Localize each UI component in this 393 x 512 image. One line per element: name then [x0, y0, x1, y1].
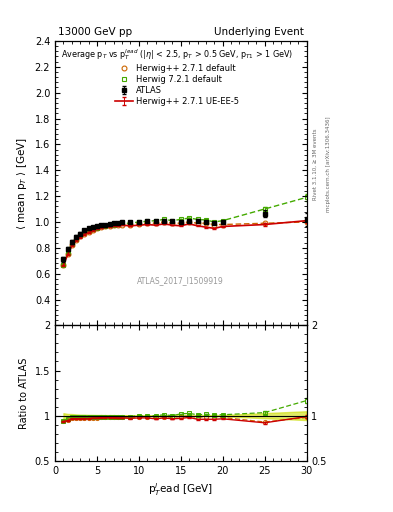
Herwig++ 2.7.1 default: [187, 219, 191, 225]
Herwig 7.2.1 default: [73, 236, 78, 242]
Herwig 7.2.1 default: [178, 216, 183, 222]
Herwig++ 2.7.1 default: [116, 222, 120, 228]
Herwig 7.2.1 default: [111, 222, 116, 228]
Line: Herwig 7.2.1 default: Herwig 7.2.1 default: [61, 195, 309, 267]
Text: ATLAS_2017_I1509919: ATLAS_2017_I1509919: [138, 275, 224, 285]
Herwig 7.2.1 default: [145, 218, 150, 224]
Herwig 7.2.1 default: [86, 227, 91, 233]
Text: mcplots.cern.ch [arXiv:1306.3436]: mcplots.cern.ch [arXiv:1306.3436]: [326, 116, 331, 211]
Y-axis label: Ratio to ATLAS: Ratio to ATLAS: [19, 357, 29, 429]
Herwig++ 2.7.1 default: [70, 242, 74, 248]
Herwig 7.2.1 default: [204, 217, 208, 223]
Herwig 7.2.1 default: [136, 219, 141, 225]
Herwig++ 2.7.1 default: [120, 222, 125, 228]
Herwig 7.2.1 default: [95, 225, 99, 231]
Herwig++ 2.7.1 default: [82, 230, 87, 237]
Herwig++ 2.7.1 default: [145, 220, 150, 226]
Herwig 7.2.1 default: [170, 218, 175, 224]
Legend: Herwig++ 2.7.1 default, Herwig 7.2.1 default, ATLAS, Herwig++ 2.7.1 UE-EE-5: Herwig++ 2.7.1 default, Herwig 7.2.1 def…: [59, 45, 295, 108]
Herwig++ 2.7.1 default: [220, 222, 225, 228]
Text: 13000 GeV pp: 13000 GeV pp: [57, 27, 132, 37]
Herwig++ 2.7.1 default: [90, 227, 95, 233]
Herwig 7.2.1 default: [195, 216, 200, 222]
Herwig++ 2.7.1 default: [61, 262, 66, 268]
Herwig 7.2.1 default: [65, 250, 70, 256]
Y-axis label: ⟨ mean p$_{T}$ ⟩ [GeV]: ⟨ mean p$_{T}$ ⟩ [GeV]: [15, 137, 29, 230]
Herwig 7.2.1 default: [304, 195, 309, 201]
Herwig++ 2.7.1 default: [170, 220, 175, 226]
Herwig++ 2.7.1 default: [304, 219, 309, 225]
Herwig++ 2.7.1 default: [136, 221, 141, 227]
Herwig 7.2.1 default: [116, 221, 120, 227]
Herwig++ 2.7.1 default: [111, 222, 116, 228]
Herwig++ 2.7.1 default: [178, 220, 183, 226]
Herwig 7.2.1 default: [212, 219, 217, 225]
Herwig 7.2.1 default: [120, 220, 125, 226]
Line: Herwig++ 2.7.1 default: Herwig++ 2.7.1 default: [61, 220, 309, 267]
X-axis label: p$_{T}^{l}$ead [GeV]: p$_{T}^{l}$ead [GeV]: [148, 481, 213, 498]
Herwig++ 2.7.1 default: [103, 223, 108, 229]
Herwig++ 2.7.1 default: [78, 233, 83, 239]
Herwig 7.2.1 default: [70, 241, 74, 247]
Herwig 7.2.1 default: [78, 232, 83, 238]
Herwig++ 2.7.1 default: [204, 220, 208, 226]
Herwig++ 2.7.1 default: [162, 219, 166, 225]
Herwig 7.2.1 default: [90, 226, 95, 232]
Text: Rivet 3.1.10, ≥ 3M events: Rivet 3.1.10, ≥ 3M events: [312, 128, 318, 200]
Herwig++ 2.7.1 default: [65, 250, 70, 257]
Herwig++ 2.7.1 default: [107, 223, 112, 229]
Herwig++ 2.7.1 default: [212, 222, 217, 228]
Herwig++ 2.7.1 default: [73, 237, 78, 243]
Herwig 7.2.1 default: [187, 215, 191, 221]
Herwig 7.2.1 default: [262, 206, 267, 212]
Herwig 7.2.1 default: [162, 216, 166, 222]
Text: Underlying Event: Underlying Event: [214, 27, 304, 37]
Herwig++ 2.7.1 default: [99, 224, 103, 230]
Herwig 7.2.1 default: [99, 223, 103, 229]
Herwig++ 2.7.1 default: [128, 222, 133, 228]
Herwig++ 2.7.1 default: [195, 220, 200, 226]
Herwig 7.2.1 default: [153, 218, 158, 224]
Herwig 7.2.1 default: [220, 218, 225, 224]
Herwig++ 2.7.1 default: [262, 220, 267, 226]
Herwig 7.2.1 default: [82, 229, 87, 236]
Herwig 7.2.1 default: [107, 222, 112, 228]
Herwig++ 2.7.1 default: [153, 220, 158, 226]
Herwig++ 2.7.1 default: [86, 228, 91, 234]
Herwig++ 2.7.1 default: [95, 225, 99, 231]
Herwig 7.2.1 default: [128, 220, 133, 226]
Herwig 7.2.1 default: [61, 262, 66, 268]
Herwig 7.2.1 default: [103, 223, 108, 229]
